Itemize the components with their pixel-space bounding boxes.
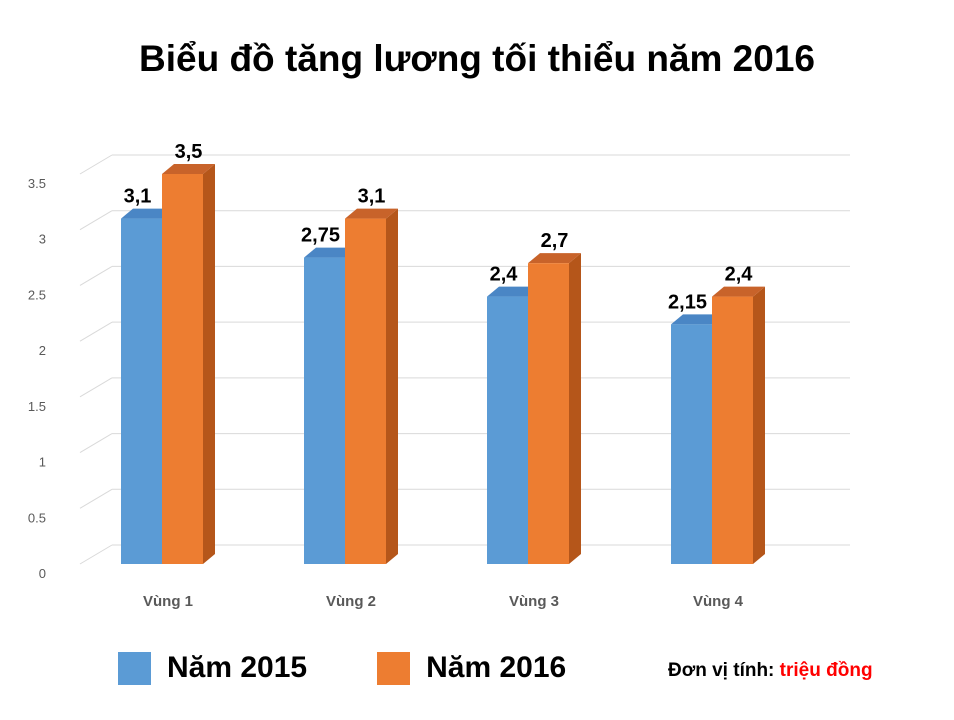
x-tick-label: Vùng 2 (326, 593, 376, 610)
bar-top (712, 286, 765, 297)
bar (345, 218, 386, 565)
legend-swatch-2015 (118, 651, 151, 685)
gridline-diagonal (79, 433, 113, 454)
y-tick-label: 3 (39, 232, 46, 247)
bar-side (569, 253, 581, 564)
bar-top (487, 286, 540, 297)
data-label: 3,1 (124, 186, 152, 208)
unit-value: triệu đồng (779, 660, 873, 681)
y-tick-label: 0.5 (28, 510, 46, 525)
legend-item-2016: Năm 2016 (377, 651, 566, 685)
legend: Năm 2015 Năm 2016 (118, 650, 636, 686)
bar-side (203, 164, 215, 564)
x-tick-label: Vùng 3 (509, 593, 559, 610)
legend-label-2015: Năm 2015 (167, 651, 308, 684)
y-tick-label: 2.5 (28, 287, 46, 302)
bar (162, 174, 203, 564)
gridline-diagonal (79, 377, 113, 398)
bar (304, 257, 345, 564)
y-tick-label: 1.5 (28, 399, 46, 414)
x-tick-label: Vùng 4 (693, 593, 744, 610)
gridline-diagonal (79, 210, 113, 231)
legend-label-2016: Năm 2016 (426, 651, 567, 684)
gridline-diagonal (79, 544, 113, 565)
y-tick-label: 3.5 (28, 176, 46, 191)
data-label: 2,4 (725, 264, 754, 286)
bar (487, 296, 528, 564)
y-tick-label: 2 (39, 343, 46, 358)
bar (121, 218, 162, 565)
chart-plot: 0 0.5 1 1.5 2 2.5 3 3.5 3,1 3,5 Vùng 1 2,75 3,1 Vùng … (28, 141, 850, 610)
bar-top (304, 247, 357, 258)
legend-item-2015: Năm 2015 (118, 651, 307, 685)
unit-note: Đơn vị tính: triệu đồng (668, 660, 873, 682)
data-label: 2,75 (301, 225, 340, 247)
bar (528, 263, 569, 564)
gridline-diagonal (79, 265, 113, 286)
gridline-diagonal (79, 488, 113, 509)
bar-top (345, 208, 398, 219)
data-label: 3,5 (175, 141, 203, 163)
gridline-diagonal (79, 321, 113, 342)
bar (712, 296, 753, 564)
legend-swatch-2016 (377, 651, 411, 685)
bar-top (121, 208, 174, 219)
y-tick-label: 1 (39, 455, 46, 470)
x-tick-label: Vùng 1 (143, 593, 193, 610)
data-label: 2,15 (668, 291, 707, 313)
chart-title: Biểu đồ tăng lương tối thiểu năm 2016 (139, 38, 815, 79)
bar (671, 324, 712, 564)
gridline-diagonal (79, 154, 113, 175)
data-label: 2,4 (490, 264, 519, 286)
data-label: 3,1 (358, 186, 386, 208)
bar-top (528, 253, 581, 264)
bar-side (386, 208, 398, 565)
bar-top (162, 164, 215, 174)
bar-side (753, 286, 765, 564)
bar-top (671, 314, 724, 325)
data-label: 2,7 (541, 230, 569, 252)
unit-label: Đơn vị tính: (668, 660, 775, 681)
y-tick-label: 0 (39, 566, 46, 581)
